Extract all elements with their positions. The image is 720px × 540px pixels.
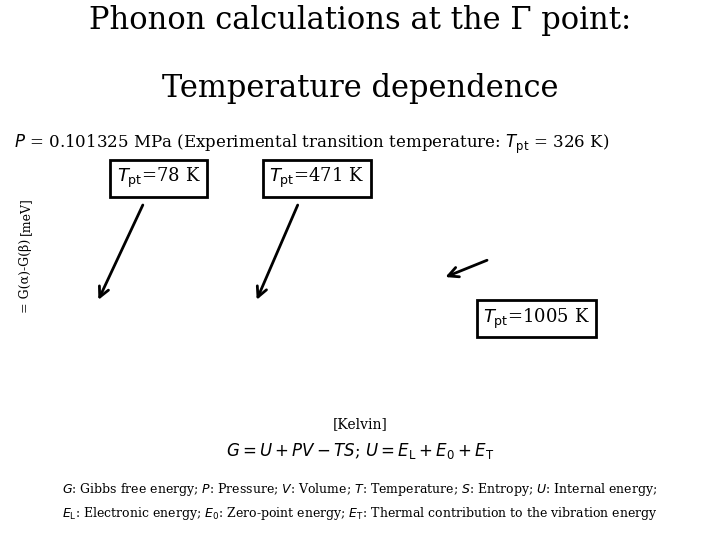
Text: Temperature dependence: Temperature dependence [162, 73, 558, 104]
Text: [meV]: [meV] [19, 197, 32, 235]
Text: $T_{\rm pt}$=471 K: $T_{\rm pt}$=471 K [269, 166, 364, 190]
Text: $T_{\rm pt}$=1005 K: $T_{\rm pt}$=1005 K [483, 307, 590, 330]
Text: $T_{\rm pt}$=78 K: $T_{\rm pt}$=78 K [117, 166, 200, 190]
Text: $E_{\rm L}$: Electronic energy; $E_{0}$: Zero-point energy; $E_{\rm T}$: Thermal: $E_{\rm L}$: Electronic energy; $E_{0}$:… [62, 505, 658, 522]
Text: $G = U + PV - TS$; $U = E_{\rm L} + E_{0} + E_{\rm T}$: $G = U + PV - TS$; $U = E_{\rm L} + E_{0… [226, 441, 494, 461]
Text: $P$ = 0.101325 MPa (Experimental transition temperature: $T_{\rm pt}$ = 326 K): $P$ = 0.101325 MPa (Experimental transit… [14, 132, 610, 156]
Text: $G$: Gibbs free energy; $P$: Pressure; $V$: Volume; $T$: Temperature; $S$: Entro: $G$: Gibbs free energy; $P$: Pressure; $… [63, 481, 657, 497]
Text: = G(α)-G(β): = G(α)-G(β) [19, 238, 32, 313]
Text: [Kelvin]: [Kelvin] [333, 417, 387, 431]
Text: Phonon calculations at the Γ point:: Phonon calculations at the Γ point: [89, 5, 631, 36]
